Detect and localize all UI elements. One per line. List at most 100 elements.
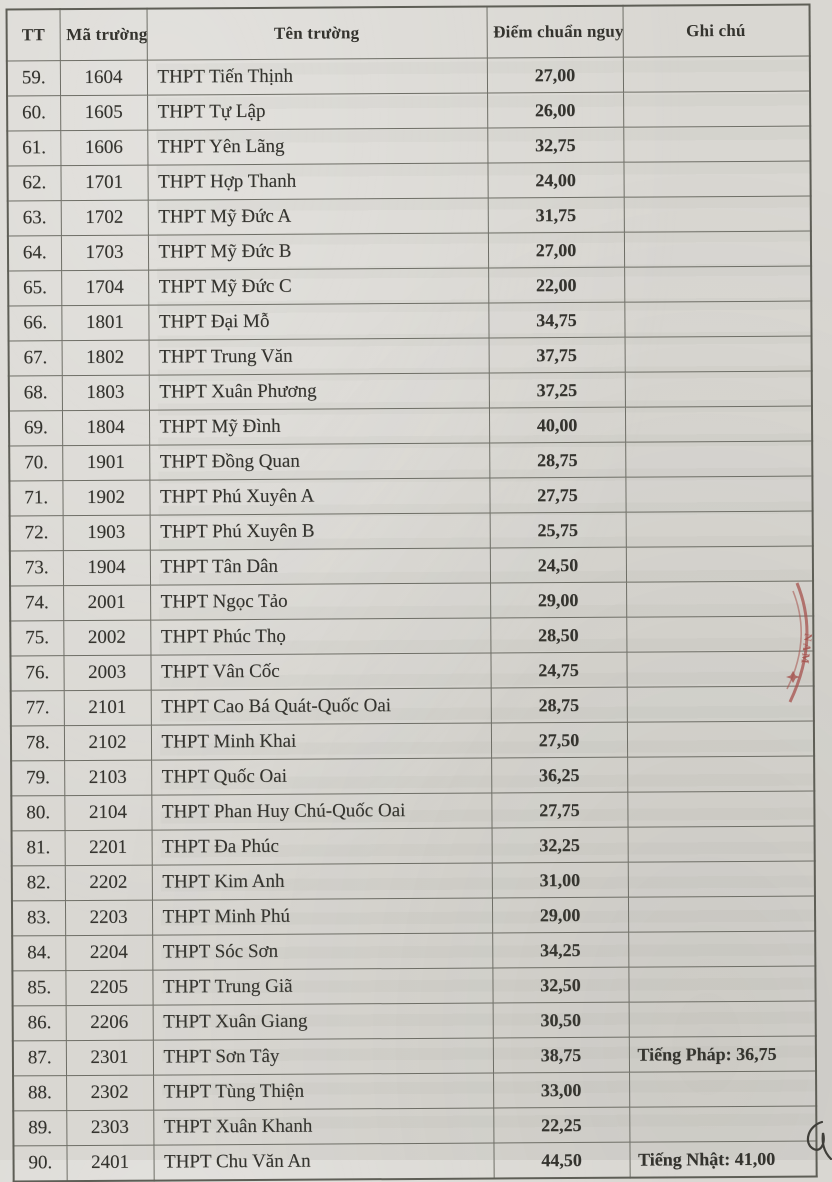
scores-table: TT Mã trường Tên trường Điểm chuẩn nguyệ… (5, 3, 818, 1182)
cell-school-name: THPT Xuân Khanh (153, 1108, 494, 1146)
table-row: 62. 1701 THPT Hợp Thanh 24,00 (7, 161, 811, 201)
cell-note (624, 406, 813, 443)
cell-school-code: 2302 (66, 1075, 154, 1111)
cell-school-code: 2101 (63, 690, 151, 726)
table-row: 74. 2001 THPT Ngọc Tảo 29,00 (10, 581, 814, 621)
cell-ordinal: 76. (10, 655, 64, 691)
cell-score: 37,75 (488, 337, 625, 374)
header-row: TT Mã trường Tên trường Điểm chuẩn nguyệ… (6, 4, 810, 61)
cell-school-name: THPT Phúc Thọ (150, 618, 491, 656)
cell-school-code: 2204 (65, 935, 153, 971)
cell-school-code: 1901 (62, 445, 150, 481)
cell-note (625, 511, 813, 548)
table-row: 68. 1803 THPT Xuân Phương 37,25 (8, 371, 812, 411)
cell-school-name: THPT Ngọc Tảo (150, 583, 491, 621)
cell-school-name: THPT Yên Lãng (147, 128, 488, 166)
cell-school-code: 1702 (60, 200, 148, 236)
cell-school-code: 1802 (61, 340, 149, 376)
cell-score: 44,50 (493, 1142, 630, 1179)
scanned-page: TT Mã trường Tên trường Điểm chuẩn nguyệ… (5, 3, 818, 1182)
cell-score: 24,75 (490, 652, 627, 689)
column-header: TT (6, 9, 60, 61)
table-row: 77. 2101 THPT Cao Bá Quát-Quốc Oai 28,75 (10, 686, 814, 726)
cell-ordinal: 73. (9, 550, 64, 586)
cell-school-name: THPT Sóc Sơn (152, 933, 493, 971)
cell-ordinal: 72. (9, 515, 63, 551)
table-row: 75. 2002 THPT Phúc Thọ 28,50 (10, 616, 814, 656)
cell-score: 31,75 (487, 197, 624, 234)
table-row: 86. 2206 THPT Xuân Giang 30,50 (12, 1001, 816, 1041)
cell-school-code: 1701 (60, 165, 148, 201)
cell-score: 28,75 (489, 442, 626, 479)
cell-ordinal: 65. (8, 270, 62, 306)
cell-score: 32,50 (492, 967, 629, 1004)
cell-school-name: THPT Sơn Tây (152, 1038, 494, 1076)
cell-note (627, 791, 815, 828)
cell-note (626, 686, 814, 723)
cell-note (629, 1106, 817, 1143)
cell-ordinal: 61. (7, 130, 61, 166)
table-row: 82. 2202 THPT Kim Anh 31,00 (11, 861, 815, 901)
cell-school-code: 2103 (64, 760, 152, 796)
cell-ordinal: 66. (8, 305, 62, 341)
cell-score: 24,00 (487, 162, 624, 199)
cell-ordinal: 78. (10, 725, 65, 761)
cell-school-name: THPT Mỹ Đức B (147, 233, 489, 271)
cell-school-name: THPT Minh Khai (150, 723, 492, 761)
cell-school-name: THPT Phan Huy Chú-Quốc Oai (151, 793, 492, 831)
cell-ordinal: 60. (7, 95, 61, 131)
cell-ordinal: 67. (8, 340, 62, 376)
cell-school-code: 2205 (65, 970, 153, 1006)
cell-note (623, 91, 811, 128)
cell-school-name: THPT Mỹ Đức A (147, 198, 488, 236)
table-row: 65. 1704 THPT Mỹ Đức C 22,00 (8, 266, 812, 306)
cell-score: 29,00 (490, 582, 627, 619)
cell-school-name: THPT Chu Văn An (153, 1143, 494, 1181)
cell-school-code: 1604 (59, 60, 148, 96)
table-row: 61. 1606 THPT Yên Lãng 32,75 (7, 126, 811, 166)
column-header: Tên trường (146, 6, 487, 61)
cell-school-name: THPT Cao Bá Quát-Quốc Oai (150, 688, 491, 726)
cell-school-code: 1703 (60, 235, 149, 271)
cell-school-code: 2202 (64, 865, 152, 901)
table-header: TT Mã trường Tên trường Điểm chuẩn nguyệ… (6, 4, 810, 61)
cell-score: 36,25 (491, 757, 628, 794)
cell-school-name: THPT Tùng Thiện (153, 1073, 494, 1111)
cell-score: 27,75 (491, 792, 628, 829)
table-row: 90. 2401 THPT Chu Văn An 44,50 Tiếng Nhậ… (13, 1141, 817, 1182)
cell-note (625, 546, 814, 583)
cell-note: Tiếng Nhật: 41,00 (629, 1141, 817, 1178)
cell-ordinal: 81. (11, 830, 65, 866)
cell-note (627, 861, 815, 898)
cell-note: Tiếng Pháp: 36,75 (628, 1036, 817, 1073)
table-row: 83. 2203 THPT Minh Phú 29,00 (11, 896, 816, 936)
cell-school-name: THPT Minh Phú (151, 898, 493, 936)
cell-ordinal: 68. (8, 375, 62, 411)
cell-school-name: THPT Quốc Oai (151, 758, 492, 796)
cell-school-name: THPT Xuân Giang (152, 1003, 493, 1041)
cell-school-name: THPT Tiến Thịnh (146, 58, 488, 96)
cell-score: 25,75 (489, 512, 626, 549)
table-row: 69. 1804 THPT Mỹ Đình 40,00 (8, 406, 813, 446)
cell-note (628, 931, 816, 968)
cell-score: 27,00 (486, 57, 624, 94)
cell-ordinal: 70. (9, 445, 63, 481)
table-row: 88. 2302 THPT Tùng Thiện 33,00 (13, 1071, 817, 1111)
cell-school-code: 2102 (63, 725, 152, 761)
cell-ordinal: 77. (10, 690, 64, 726)
cell-note (623, 126, 811, 163)
cell-note (622, 56, 811, 93)
cell-score: 28,50 (490, 617, 627, 654)
cell-note (628, 966, 816, 1003)
cell-score: 38,75 (492, 1037, 630, 1074)
cell-ordinal: 85. (12, 970, 66, 1006)
cell-school-code: 1804 (61, 410, 150, 446)
cell-school-name: THPT Phú Xuyên A (149, 478, 490, 516)
cell-note (624, 266, 812, 303)
table-row: 79. 2103 THPT Quốc Oai 36,25 (11, 756, 815, 796)
cell-school-code: 1903 (62, 515, 150, 551)
cell-note (628, 1001, 816, 1038)
cell-school-code: 1904 (62, 550, 151, 586)
cell-ordinal: 75. (10, 620, 64, 656)
table-row: 87. 2301 THPT Sơn Tây 38,75 Tiếng Pháp: … (12, 1036, 817, 1076)
